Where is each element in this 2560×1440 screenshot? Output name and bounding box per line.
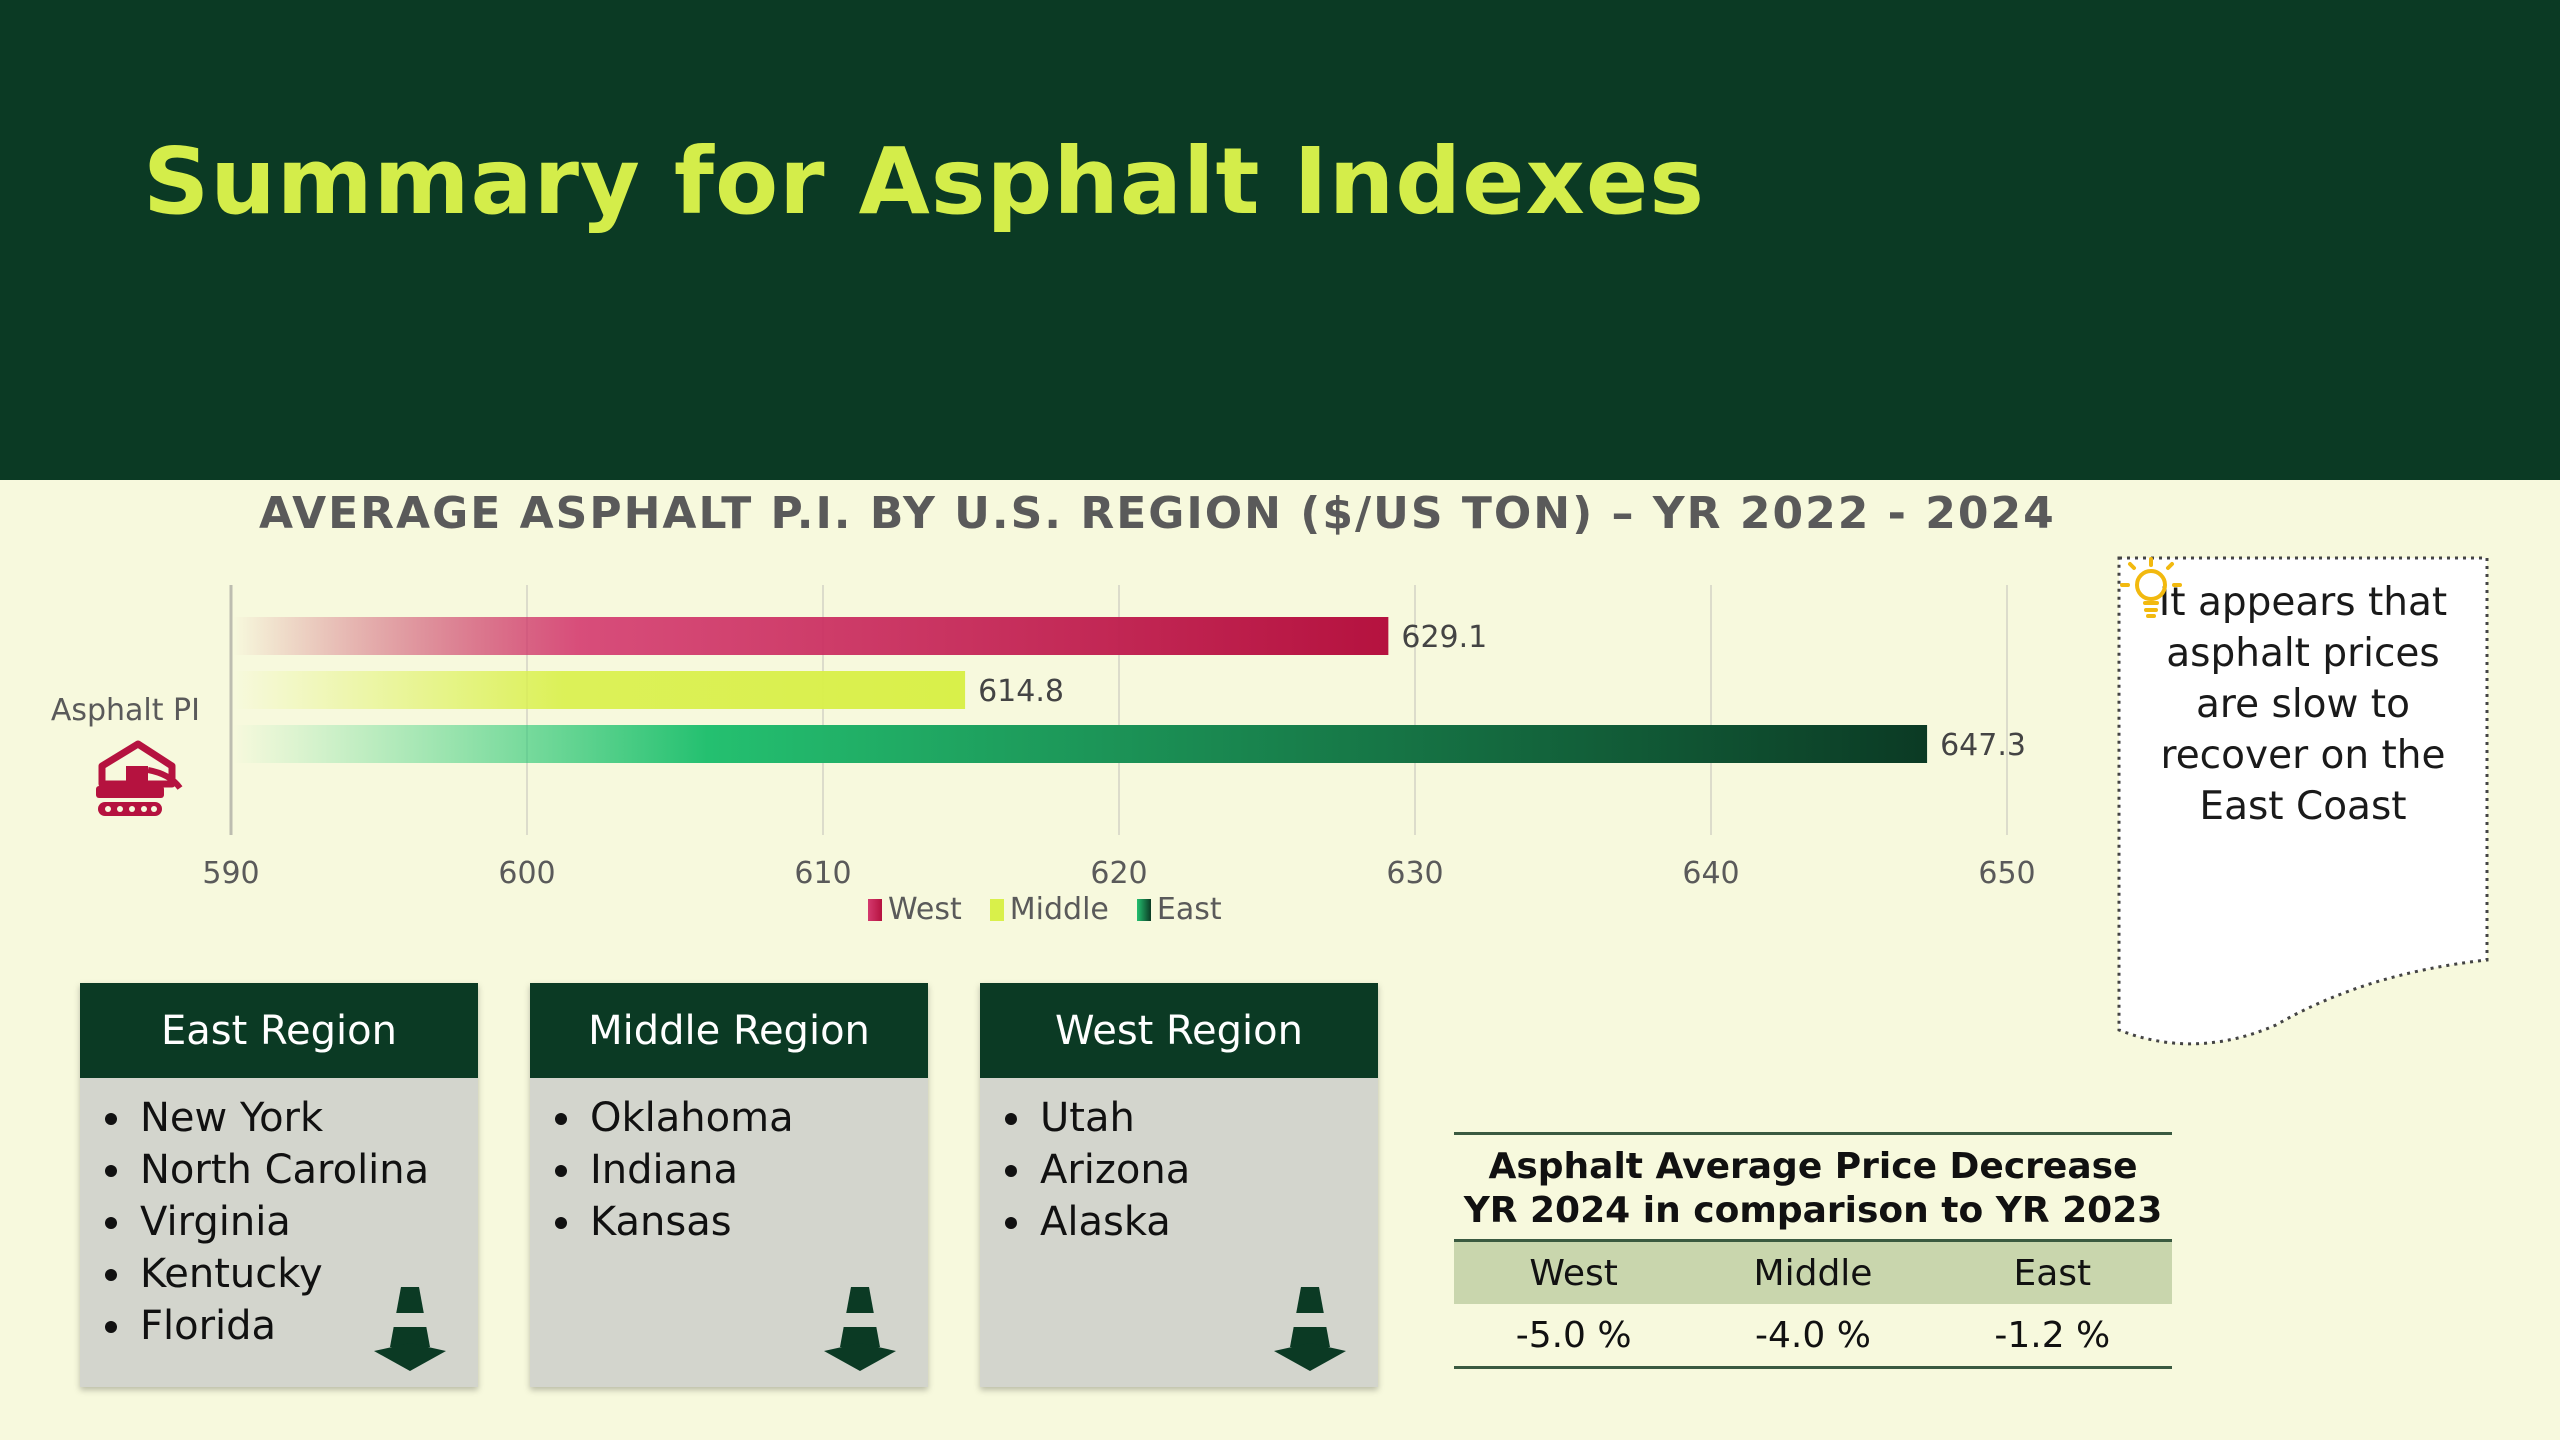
x-tick-label: 590	[202, 856, 259, 890]
region-card-middle: Middle Region Oklahoma Indiana Kansas	[530, 983, 928, 1387]
list-item: Indiana	[586, 1144, 928, 1196]
x-axis-ticks: 590 600 610 620 630 640 650	[202, 856, 2035, 890]
bar-east	[233, 725, 1928, 763]
table-header-row: West Middle East	[1454, 1239, 2172, 1304]
list-item: New York	[136, 1092, 478, 1144]
bar-chart: 629.1 614.8 647.3 590 600 610 620 630 640 650 As…	[51, 585, 2036, 890]
excavator-icon	[96, 740, 183, 816]
state-list: Utah Arizona Alaska	[980, 1092, 1378, 1248]
chart-title: AVERAGE ASPHALT P.I. BY U.S. REGION ($/U…	[259, 488, 2056, 539]
list-item: Virginia	[136, 1196, 478, 1248]
list-item: Alaska	[1036, 1196, 1378, 1248]
category-label: Asphalt PI	[51, 693, 200, 728]
x-tick-label: 630	[1386, 856, 1443, 890]
traffic-cone-icon	[824, 1287, 896, 1371]
page-title: Summary for Asphalt Indexes	[143, 128, 1705, 235]
data-label-middle: 614.8	[978, 674, 1064, 709]
state-list: Oklahoma Indiana Kansas	[530, 1092, 928, 1248]
region-title: Middle Region	[530, 983, 928, 1078]
price-decrease-table: Asphalt Average Price Decrease YR 2024 i…	[1454, 1132, 2172, 1369]
table-cell-west: -5.0 %	[1515, 1314, 1632, 1356]
state-list: New York North Carolina Virginia Kentuck…	[80, 1092, 478, 1352]
region-card-east: East Region New York North Carolina Virg…	[80, 983, 478, 1387]
list-item: Oklahoma	[586, 1092, 928, 1144]
bar-middle	[233, 671, 966, 709]
lightbulb-icon	[2120, 557, 2182, 618]
region-card-west: West Region Utah Arizona Alaska	[980, 983, 1378, 1387]
region-title: West Region	[980, 983, 1378, 1078]
x-tick-label: 600	[498, 856, 555, 890]
legend-item-west: West	[868, 892, 962, 927]
note-text: It appears that asphalt prices are slow …	[2158, 580, 2448, 829]
list-item: Utah	[1036, 1092, 1378, 1144]
list-item: Kansas	[586, 1196, 928, 1248]
traffic-cone-icon	[374, 1287, 446, 1371]
list-item: North Carolina	[136, 1144, 478, 1196]
legend-item-east: East	[1136, 892, 1222, 927]
insight-note: It appears that asphalt prices are slow …	[2116, 555, 2490, 1055]
table-row: -5.0 % -4.0 % -1.2 %	[1454, 1304, 2172, 1369]
list-item: Florida	[136, 1300, 478, 1352]
table-cell-middle: -4.0 %	[1755, 1314, 1871, 1356]
region-title: East Region	[80, 983, 478, 1078]
chart-legend: West Middle East	[868, 892, 1222, 927]
legend-item-middle: Middle	[989, 892, 1109, 927]
x-tick-label: 640	[1682, 856, 1739, 890]
x-tick-label: 610	[794, 856, 851, 890]
list-item: Kentucky	[136, 1248, 478, 1300]
list-item: Arizona	[1036, 1144, 1378, 1196]
bar-west	[233, 617, 1389, 655]
data-label-west: 629.1	[1401, 620, 1487, 655]
x-tick-label: 620	[1090, 856, 1147, 890]
x-tick-label: 650	[1978, 856, 2035, 890]
traffic-cone-icon	[1274, 1287, 1346, 1371]
bars: 629.1 614.8 647.3	[233, 617, 2026, 763]
header-banner	[0, 0, 2560, 480]
table-header-middle: Middle	[1753, 1252, 1873, 1294]
table-title: Asphalt Average Price Decrease YR 2024 i…	[1463, 1146, 2163, 1231]
data-label-east: 647.3	[1940, 728, 2026, 763]
table-header-east: East	[2013, 1252, 2092, 1294]
table-cell-east: -1.2 %	[1994, 1314, 2111, 1356]
table-header-west: West	[1529, 1252, 1618, 1294]
